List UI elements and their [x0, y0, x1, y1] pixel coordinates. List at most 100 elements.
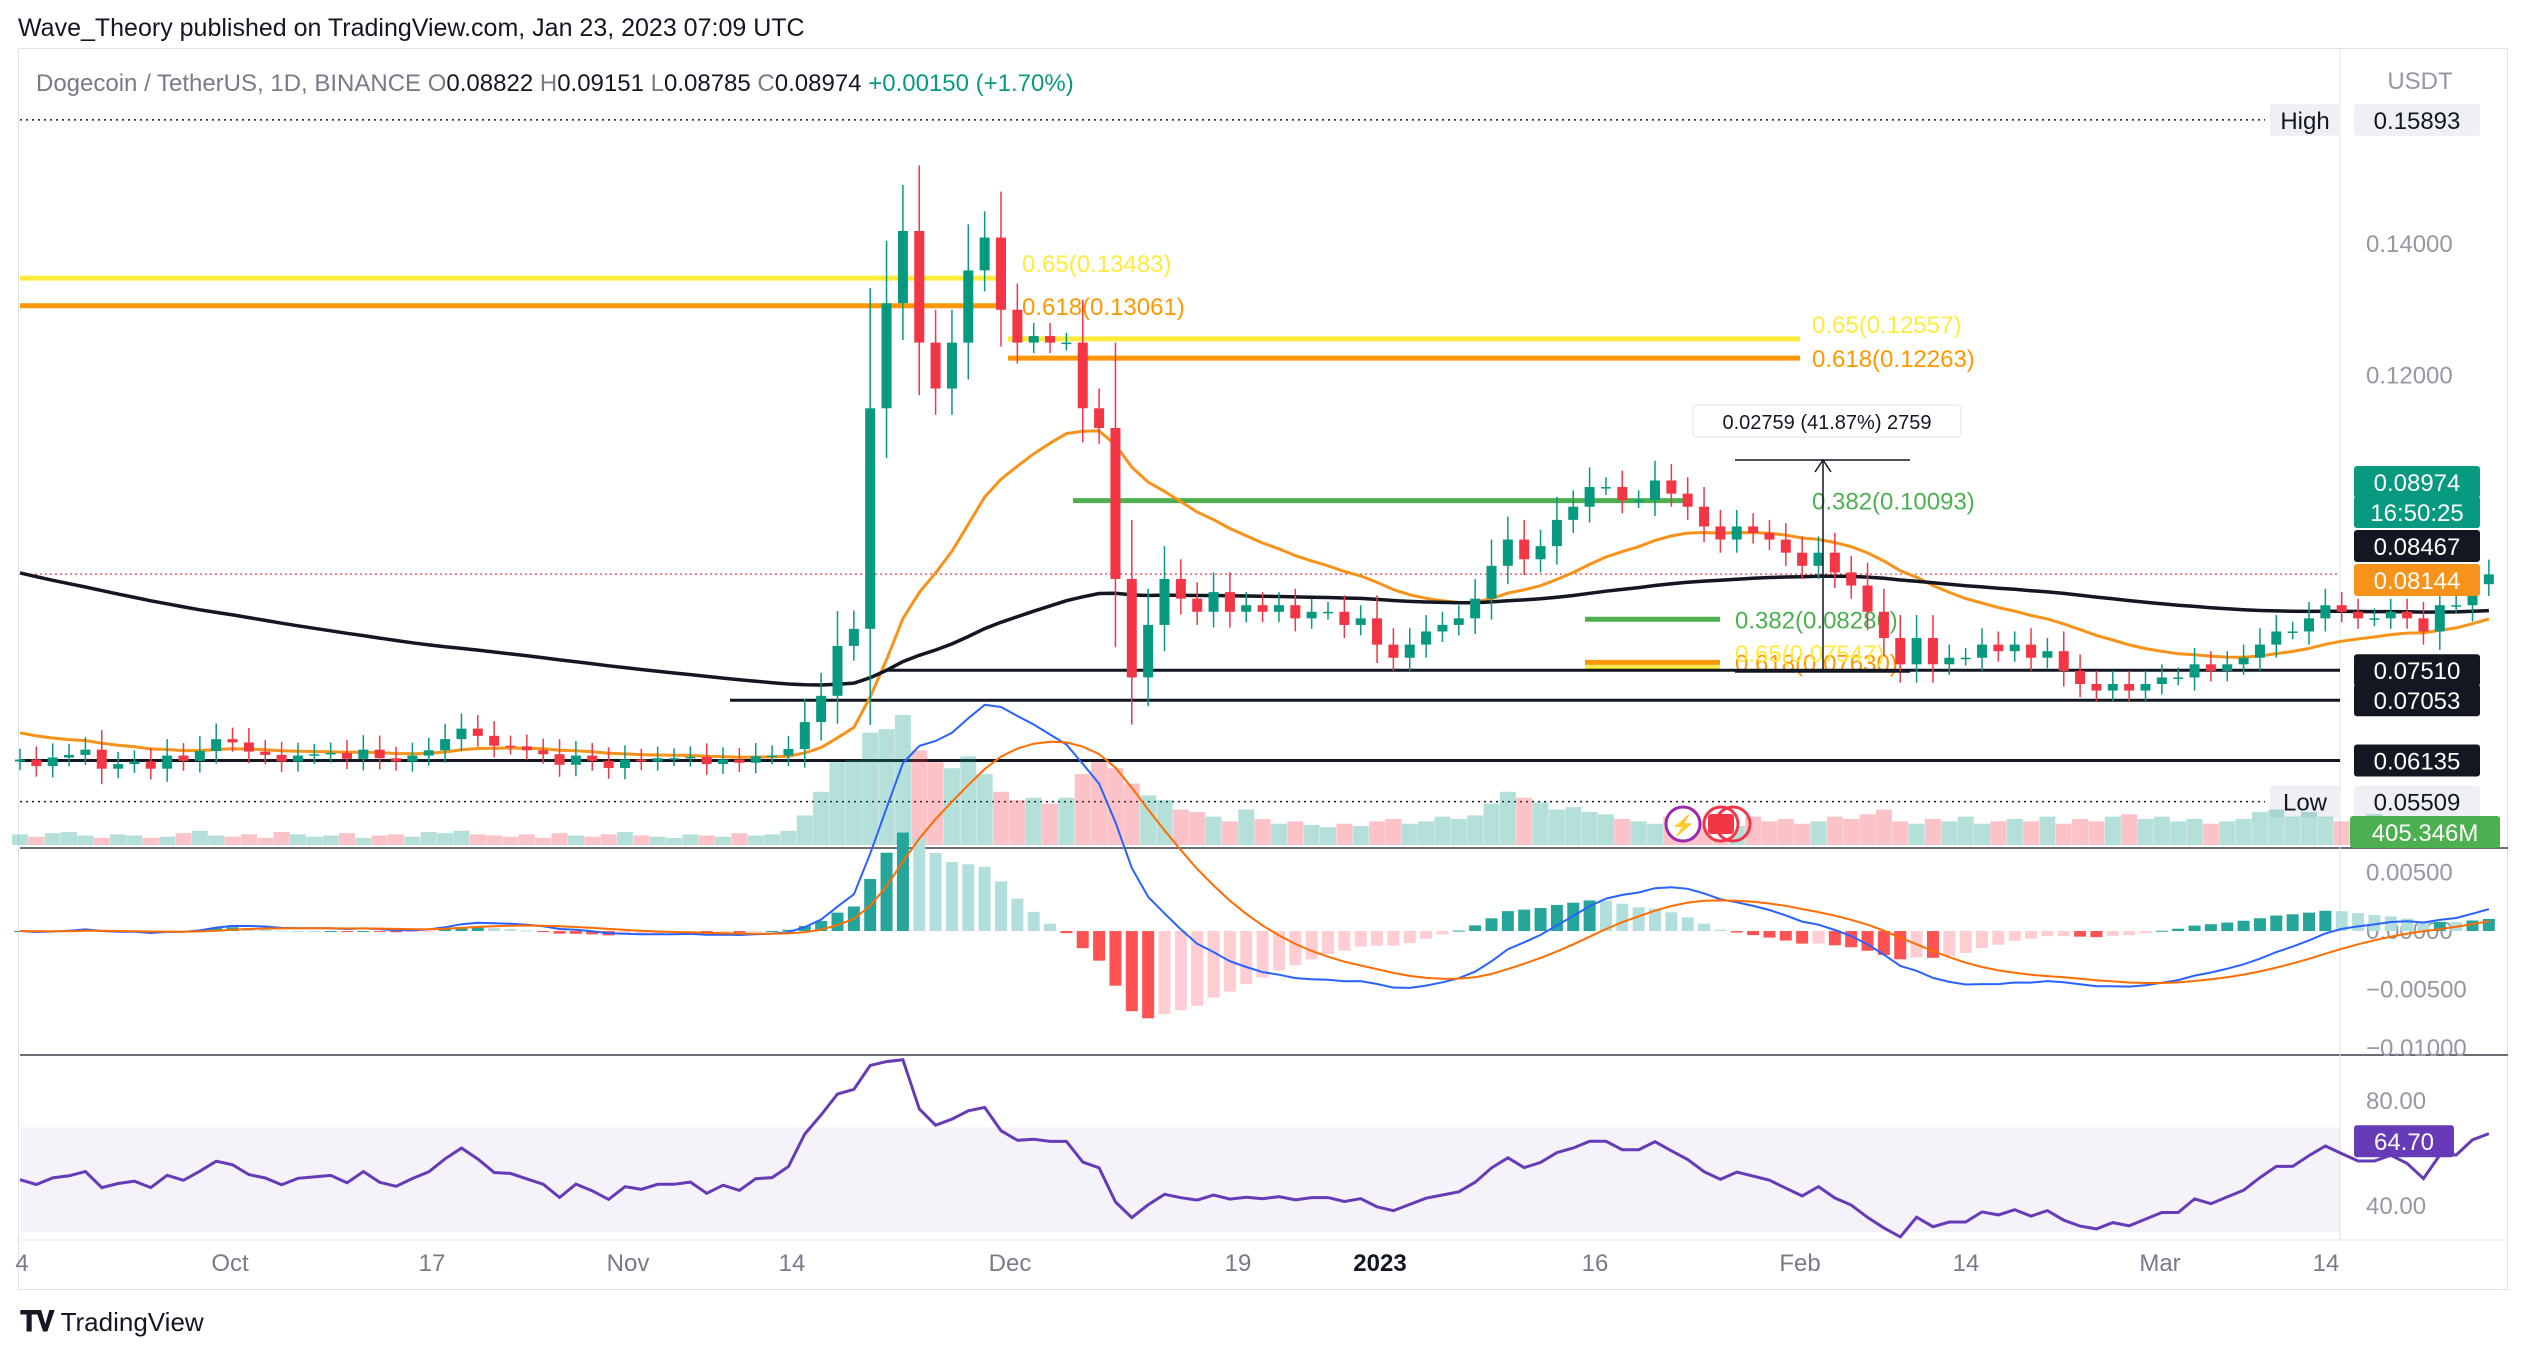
volume-bar	[796, 815, 813, 845]
volume-bar	[306, 836, 323, 845]
macd-histogram-bar	[439, 929, 452, 932]
volume-bar	[878, 729, 895, 845]
volume-bar	[2186, 819, 2203, 845]
macd-histogram-bar	[995, 881, 1007, 932]
candle-body	[194, 750, 205, 761]
candle-body	[1437, 624, 1448, 632]
macd-histogram-bar	[324, 930, 337, 932]
volume-bar	[1647, 823, 1663, 845]
macd-histogram-bar	[1518, 909, 1531, 932]
macd-histogram-bar	[1943, 931, 1956, 956]
volume-bar	[208, 835, 225, 845]
volume-bar	[911, 750, 928, 845]
macd-histogram-bar	[2139, 931, 2152, 934]
volume-bar	[77, 835, 94, 845]
support-tag: 0.06135	[2374, 748, 2461, 775]
fib-level-label: 0.65(0.13483)	[1022, 251, 1171, 278]
candle-body	[1731, 526, 1742, 540]
measure-label: 0.02759 (41.87%) 2759	[1722, 412, 1931, 434]
macd-histogram-bar	[471, 926, 484, 932]
volume-bar	[2006, 819, 2023, 845]
candle-body	[652, 758, 663, 762]
volume-bar	[1467, 815, 1484, 845]
volume-bar	[1042, 803, 1059, 845]
macd-histogram-bar	[1338, 931, 1351, 951]
volume-bar	[1336, 823, 1353, 845]
candle-body	[1257, 605, 1268, 612]
candle-body	[489, 735, 500, 746]
volume-bar	[960, 756, 977, 845]
volume-bar	[715, 836, 732, 845]
change-value: +0.00150 (+1.70%)	[868, 70, 1074, 97]
volume-bar	[600, 834, 617, 845]
candle-body	[2353, 611, 2364, 619]
candle-body	[897, 231, 908, 304]
candle-body	[1028, 336, 1039, 343]
support-tag: 0.07510	[2374, 658, 2461, 685]
candle-body	[799, 722, 810, 749]
macd-histogram-bar	[504, 929, 517, 932]
macd-histogram-bar	[1534, 907, 1547, 932]
macd-histogram-bar	[1240, 931, 1253, 985]
x-tick-label: 16	[1582, 1250, 1609, 1277]
candle-body	[2271, 631, 2282, 645]
symbol-title[interactable]: Dogecoin / TetherUS, 1D, BINANCE	[36, 70, 422, 97]
candle-body	[1944, 657, 1955, 665]
fib-level-label: 0.618(0.07630)	[1735, 650, 1898, 677]
volume-bar	[862, 732, 879, 845]
macd-histogram-bar	[1191, 931, 1204, 1006]
macd-histogram-bar	[1763, 931, 1776, 938]
candle-body	[996, 237, 1006, 310]
rsi-value-tag: 64.70	[2374, 1129, 2434, 1156]
volume-bar	[2039, 816, 2056, 845]
macd-histogram-bar	[1093, 931, 1106, 961]
volume-bar	[551, 833, 568, 845]
candle-body	[162, 755, 173, 769]
candle-body	[80, 749, 91, 755]
volume-bar	[633, 835, 650, 845]
volume-tag: 405.346M	[2372, 820, 2479, 847]
high-value: 0.09151	[557, 70, 644, 97]
lightning-icon: ⚡	[1671, 813, 1696, 837]
volume-bar	[649, 836, 666, 845]
candle-body	[848, 628, 859, 646]
macd-histogram-bar	[1698, 923, 1711, 932]
candle-body	[1813, 552, 1824, 566]
event-lightning-icon	[1664, 805, 1702, 843]
macd-histogram-bar	[782, 929, 795, 932]
rsi-band	[20, 1127, 2340, 1232]
macd-histogram-bar	[2286, 914, 2299, 932]
volume-bar	[61, 832, 78, 845]
macd-histogram-bar	[2008, 931, 2021, 941]
x-tick-label: Dec	[989, 1250, 1032, 1277]
candle-body	[64, 754, 75, 758]
macd-histogram-bar	[210, 927, 223, 932]
macd-histogram-bar	[749, 931, 762, 933]
candle-body	[1290, 605, 1301, 619]
macd-histogram-bar	[1125, 931, 1138, 1012]
volume-bar	[1843, 819, 1860, 845]
volume-bar	[12, 834, 28, 845]
candle-body	[2091, 684, 2102, 691]
low-label: L	[650, 70, 664, 97]
candle-body	[783, 748, 794, 756]
macd-histogram-bar	[2253, 918, 2266, 932]
candle-body	[2205, 664, 2216, 671]
y-tick-label: 0.14000	[2366, 231, 2453, 258]
macd-histogram-bar	[1371, 931, 1384, 946]
tradingview-logo[interactable]: 𝐓𝐕 TradingView	[20, 1306, 204, 1339]
macd-histogram-bar	[1436, 931, 1449, 935]
volume-bar	[1009, 800, 1026, 845]
candle-body	[946, 342, 957, 389]
volume-bar	[682, 834, 699, 845]
volume-bar	[698, 835, 715, 845]
volume-bar	[1614, 819, 1631, 845]
candle-body	[1159, 578, 1170, 625]
macd-tick-label: −0.00500	[2366, 977, 2467, 1004]
macd-histogram-bar	[569, 931, 582, 934]
volume-bar	[93, 837, 110, 845]
macd-histogram-bar	[929, 853, 942, 932]
macd-histogram-bar	[978, 866, 991, 932]
macd-histogram-bar	[798, 926, 811, 932]
